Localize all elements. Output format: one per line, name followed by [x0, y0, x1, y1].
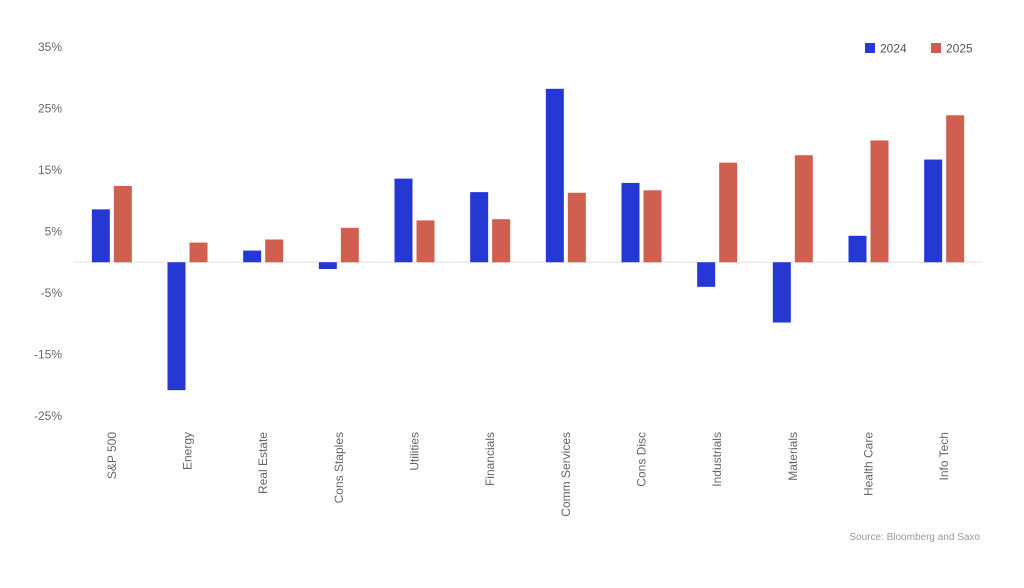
y-tick-label: -15% [34, 348, 62, 362]
category-label: Cons Disc [635, 432, 649, 487]
source-note: Source: Bloomberg and Saxo [849, 532, 980, 543]
bar-2024 [697, 262, 716, 287]
y-tick-label: 5% [45, 225, 63, 239]
bar-2025 [946, 115, 965, 263]
legend: 2024 2025 [865, 42, 973, 56]
bar-2025 [643, 190, 662, 263]
bar-2024 [848, 235, 867, 263]
bars [91, 88, 965, 391]
bar-2024 [243, 250, 262, 263]
y-tick-label: -25% [34, 409, 62, 423]
y-tick-label: 25% [38, 102, 62, 116]
legend-label: 2024 [880, 42, 907, 56]
category-label: Industrials [710, 432, 724, 487]
category-label: Comm Services [559, 432, 573, 517]
bar-2025 [265, 239, 284, 263]
y-tick-label: 35% [38, 40, 62, 54]
category-labels: S&P 500 Energy Real Estate Cons Staples Util… [105, 432, 951, 517]
category-label: Real Estate [256, 432, 270, 494]
bar-2025 [340, 227, 359, 263]
category-label: Financials [483, 432, 497, 486]
bar-2025 [492, 219, 511, 263]
category-label: Energy [181, 432, 195, 470]
bar-2024 [621, 182, 640, 263]
category-label: Materials [786, 432, 800, 481]
bar-2024 [545, 88, 564, 263]
bar-2025 [870, 140, 889, 263]
bar-2025 [719, 162, 738, 263]
bar-2024 [318, 262, 337, 270]
legend-label: 2025 [946, 42, 973, 56]
bar-2025 [794, 155, 813, 263]
bar-2025 [189, 242, 208, 263]
category-label: Info Tech [937, 432, 951, 480]
y-tick-label: -5% [41, 286, 63, 300]
bar-2024 [470, 192, 489, 263]
category-label: Health Care [862, 432, 876, 496]
y-tick-label: 15% [38, 163, 62, 177]
bar-2025 [113, 185, 132, 263]
bar-2024 [91, 209, 110, 263]
bar-2024 [772, 262, 791, 323]
bar-2024 [924, 159, 943, 263]
legend-swatch-2025 [931, 43, 941, 53]
legend-swatch-2024 [865, 43, 875, 53]
category-label: S&P 500 [105, 432, 119, 479]
y-axis-labels: 35% 25% 15% 5% -5% -15% -25% [34, 40, 62, 423]
bar-2025 [567, 192, 586, 263]
bar-2025 [416, 220, 435, 263]
bar-2024 [394, 178, 413, 263]
category-label: Cons Staples [332, 432, 346, 503]
category-label: Utilities [408, 432, 422, 471]
bar-2024 [167, 262, 186, 391]
